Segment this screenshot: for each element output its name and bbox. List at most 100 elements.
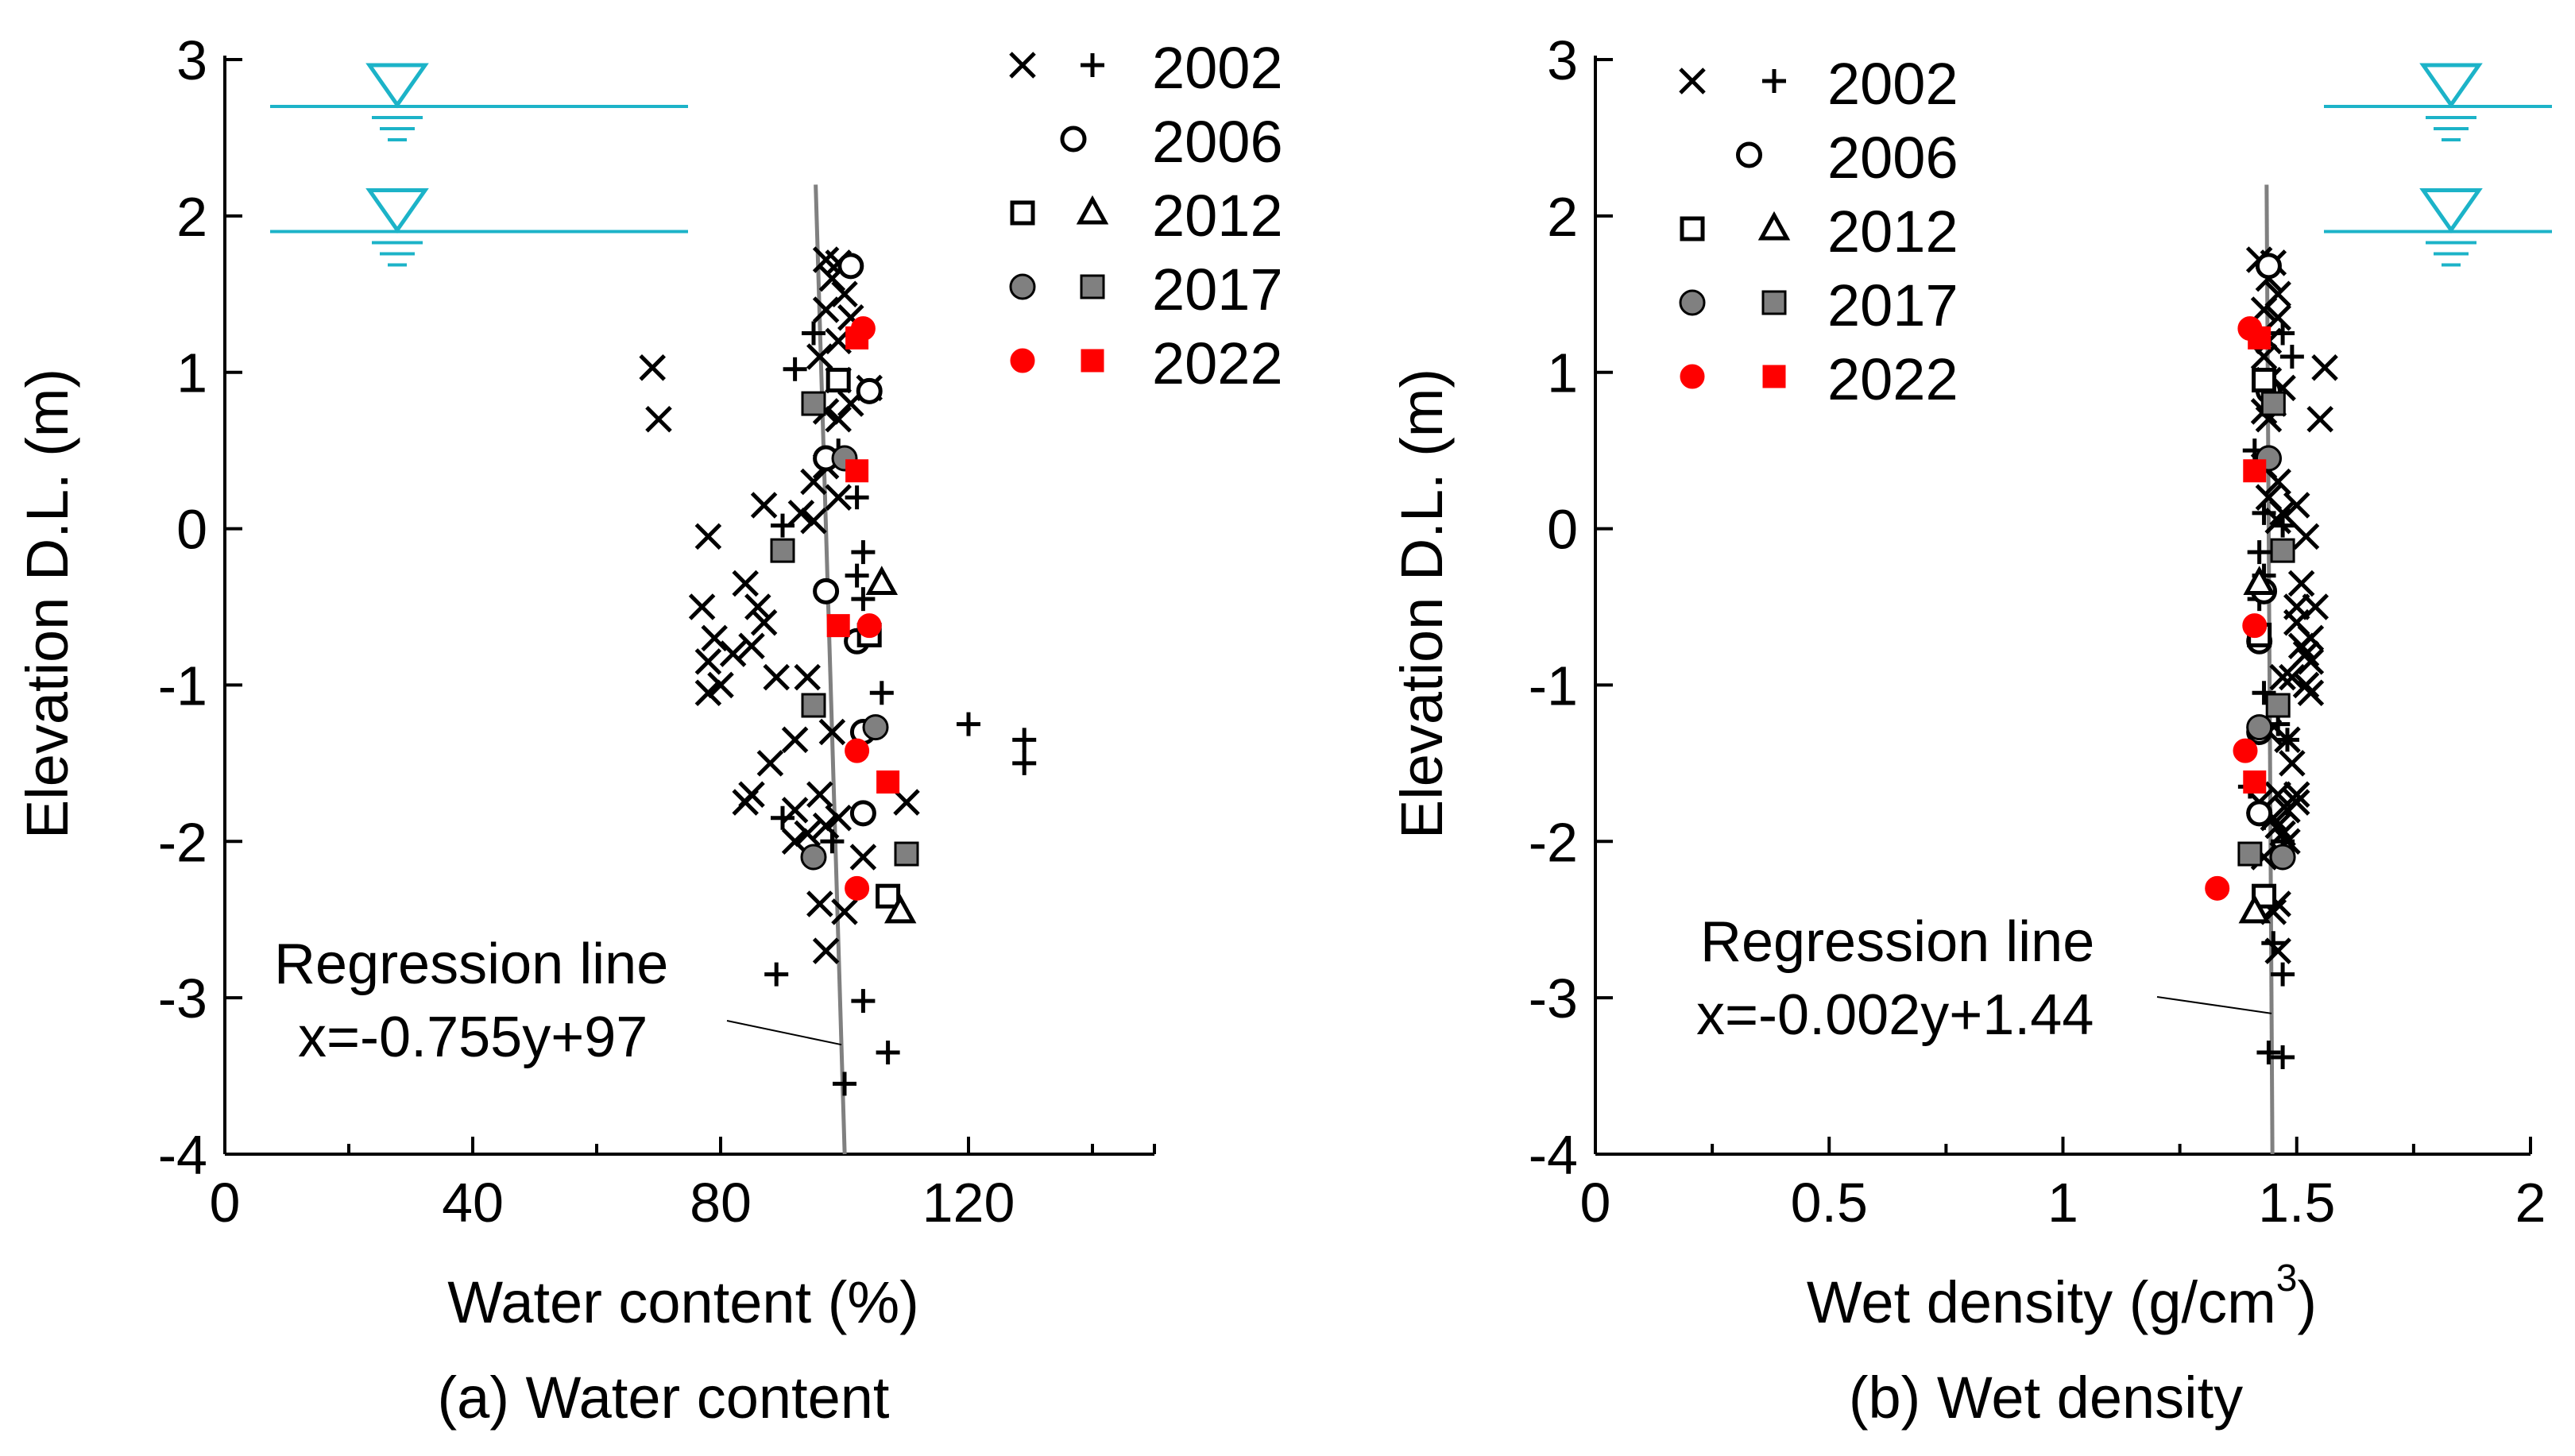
panel-b-point-2002-+-16 [2256,1041,2281,1065]
panel-a-point-2002-x-41-stroke2 [812,812,840,840]
panel-a-point-2002-x-21 [694,523,722,550]
panel-a-legend-marker-2012-triangle-open [1076,195,1109,225]
panel-a-point-2002-x-0-stroke2 [639,354,666,381]
panel-a-point-2002-x-17 [825,484,852,511]
panel-a-series-2002-+ [764,321,1037,1096]
panel-a-point-2017-circle-filled-2 [800,844,827,871]
panel-b-point-2017-square-filled-0 [2260,391,2286,416]
panel-a-point-2002-+-1 [783,357,807,381]
panel-b-point-2002-x-37-stroke2 [2283,781,2310,808]
panel-b-legend-label-2006: 2006 [1827,125,1958,191]
panel-a-point-2002-+-15 [851,989,876,1014]
panel-a-point-2002-x-0 [639,354,666,381]
panel-b-point-2002-x-22-stroke2 [2287,570,2315,597]
panel-a-point-2002-x-49 [818,718,846,746]
panel-a-point-2002-x-2-stroke2 [812,246,840,273]
panel-a-point-2002-+-7 [851,587,876,612]
panel-a-legend-label-2006: 2006 [1152,109,1283,175]
panel-b-point-2002-+-14 [2271,962,2295,987]
panel-a-regression-equation: x=-0.755y+97 [298,1006,648,1069]
panel-a-point-2002-+-8 [869,681,894,705]
panel-a-point-2002-+-12 [771,805,795,830]
panel-a-point-2002-+-9 [957,712,980,736]
panel-a-point-2012-triangle-open-0 [865,566,899,595]
panel-b-point-2002-+-5 [2247,540,2271,565]
panel-a-point-2002-x-28 [719,640,747,667]
panel-b-point-2002-+-10 [2275,728,2299,752]
panel-b-point-2002-x-7-stroke2 [2264,304,2291,331]
panel-b-point-2002-x-6 [2250,296,2278,323]
panel-b-point-2012-triangle-open-0 [2243,566,2275,595]
panel-a-point-2012-triangle-open-1 [883,894,917,924]
panel-a-point-2002-x-43 [781,828,809,855]
panel-a-point-2002-x-17-stroke2 [825,484,852,511]
panel-a-point-2002-x-23-stroke2 [744,593,771,620]
panel-a-point-2002-x-16-stroke2 [800,468,827,496]
panel-b-point-2002-+-8 [2252,681,2276,705]
panel-a-series-2002-x [639,246,920,964]
panel-b-point-2002-x-17-stroke2 [2255,484,2283,511]
panel-a-point-2002-+-4 [771,513,795,538]
panel-b-point-2002-x-30-stroke2 [2292,671,2320,699]
panel-b-point-2002-x-20-stroke2 [2264,507,2291,535]
panel-a-point-2022-square-filled-1 [845,459,869,483]
panel-a-point-2002-x-48-stroke2 [812,937,840,964]
panel-b-legend-marker-2022-circle-filled [1680,364,1705,389]
panel-a-point-2002-x-47 [831,898,858,925]
panel-b-point-2002-x-40-stroke2 [2274,797,2301,824]
panel-b-series-2012-triangle-open [2238,566,2275,924]
panel-a-point-2002-x-48 [812,937,840,964]
panel-a-point-2006-circle-open-6 [849,800,876,827]
panel-a-series-2006-circle-open [813,253,883,827]
panel-a-y-tick-label-4: -1 [158,655,207,716]
panel-a-point-2017-square-filled-1 [770,538,795,563]
panel-b-point-2002-x-7 [2264,304,2291,331]
panel-b-y-tick-label-2: 1 [1547,342,1578,404]
panel-a-series-2017-square-filled [770,391,919,867]
panel-b-y-tick-label-7: -4 [1529,1124,1578,1186]
panel-b-legend-label-2002: 2002 [1827,51,1958,117]
panel-a-point-2002-x-30 [707,671,734,699]
panel-b-series-2022-square-filled [2243,326,2271,794]
panel-b-point-2022-circle-filled-2 [2233,738,2258,763]
panel-b-point-2002-x-41-stroke2 [2264,812,2291,840]
panel-a-point-2002-x-39 [893,789,920,816]
panel-b-point-2002-x-30 [2292,671,2320,699]
panel-a-legend-label-2017: 2017 [1152,257,1283,322]
panel-a-point-2002-x-45 [849,844,877,871]
panel-a-point-2002-+-16 [876,1041,900,1065]
panel-a-point-2002-x-35 [756,750,784,777]
panel-b-regression-equation: x=-0.002y+1.44 [1696,983,2094,1047]
panel-a-point-2002-x-9 [806,343,833,370]
panel-b-point-2012-square-open-0 [2252,368,2277,393]
panel-b-point-2002-x-22 [2287,570,2315,597]
panel-b-legend-marker-2017-square-filled [1761,290,1787,315]
panel-a-point-2022-square-filled-2 [826,614,850,638]
panel-b-point-2002-x-46-stroke2 [2264,890,2291,917]
panel-b-x-tick-label-1: 0.5 [1791,1172,1868,1234]
panel-b-point-2002-x-18 [2283,492,2310,519]
panel-b-point-2002-x-16 [2264,468,2291,496]
panel-b-point-2017-square-filled-3 [2237,841,2263,867]
panel-a-point-2002-x-20 [800,507,827,535]
panel-a-point-2002-x-42 [794,820,821,848]
panel-a-point-2002-+-3 [845,485,869,510]
panel-a-legend: 2002 2006 2012 2017 2022 [1009,35,1283,396]
panel-a-point-2002-x-45-stroke2 [849,844,877,871]
panel-a-point-2002-x-31 [694,679,722,707]
panel-b-point-2002-x-19-stroke2 [2269,500,2296,527]
panel-a-point-2017-square-filled-0 [801,391,826,416]
panel-b-point-2002-x-0-stroke2 [2311,354,2338,381]
panel-b-point-2002-x-24 [2302,593,2329,620]
panel-a-point-2002-x-19-stroke2 [787,500,815,527]
panel-a-point-2002-x-35-stroke2 [756,750,784,777]
panel-b-y-tick-label-6: -3 [1529,967,1578,1029]
panel-a-y-tick-label-7: -4 [158,1124,207,1186]
panel-a-point-2002-x-39-stroke2 [893,789,920,816]
panel-b-y-tick-label-5: -2 [1529,811,1578,873]
panel-b-legend-marker-2002-x [1679,68,1706,95]
panel-a-series-2012-triangle-open [865,566,917,924]
panel-a-regression-line [814,184,847,1155]
panel-b-point-2002-+-1 [2279,345,2304,369]
